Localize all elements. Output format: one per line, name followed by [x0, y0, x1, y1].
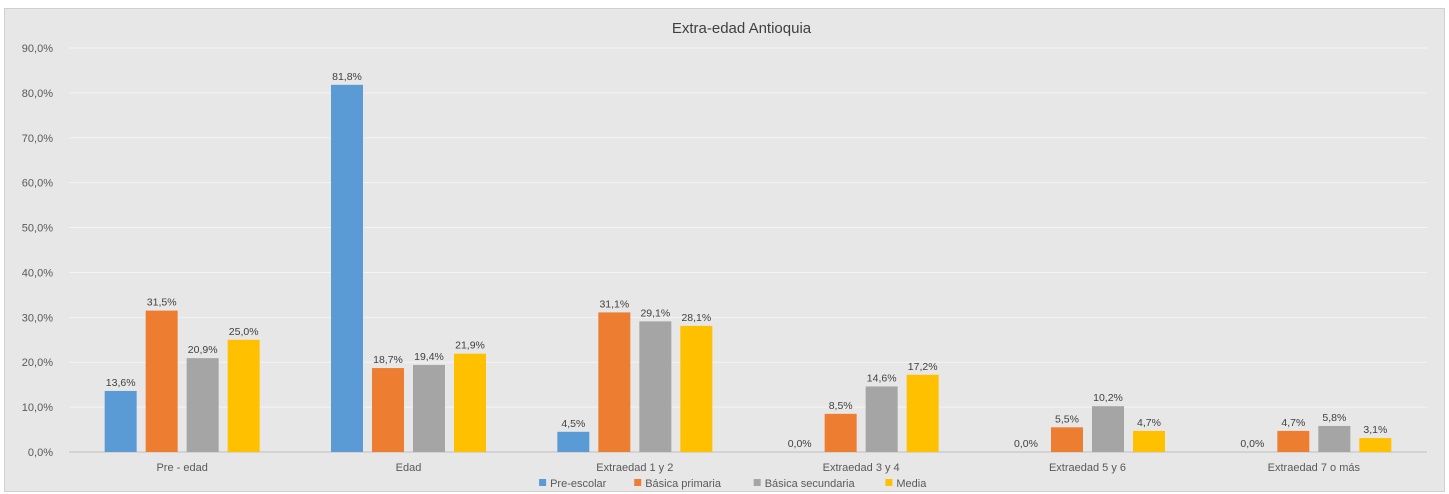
chart-svg: Extra-edad Antioquia 0,0% 10,0% 20,0% 30,0%…: [22, 20, 1427, 490]
x-tick-label: Extraedad 3 y 4: [823, 462, 900, 474]
legend-swatch: [885, 479, 893, 486]
data-label: 25,0%: [229, 326, 259, 338]
bar: [865, 386, 898, 452]
x-tick-label: Pre - edad: [156, 462, 207, 474]
data-label: 0,0%: [1240, 438, 1264, 450]
bar: [680, 325, 713, 452]
data-label: 10,2%: [1093, 392, 1123, 404]
gridlines: [69, 47, 1427, 453]
data-label: 20,9%: [188, 344, 218, 356]
bar: [1133, 430, 1165, 452]
x-axis-category-labels: Pre - edad Edad Extraedad 1 y 2 Extraedad 3…: [156, 462, 1360, 474]
legend-swatch: [753, 479, 761, 486]
y-tick-label: 90,0%: [22, 43, 53, 55]
data-label: 8,5%: [829, 400, 853, 412]
bar: [454, 353, 486, 452]
data-label: 18,7%: [373, 354, 403, 366]
bar: [639, 321, 672, 452]
data-label: 0,0%: [1014, 438, 1038, 450]
y-tick-label: 0,0%: [28, 447, 53, 459]
bars: [104, 84, 1392, 452]
data-label: 4,5%: [561, 418, 585, 430]
legend-label: Media: [896, 478, 927, 490]
x-tick-label: Edad: [396, 462, 422, 474]
y-tick-label: 50,0%: [22, 223, 53, 235]
bar: [906, 374, 939, 452]
bar: [824, 413, 857, 452]
legend-label: Básica secundaria: [765, 478, 856, 490]
legend-swatch: [539, 479, 547, 486]
x-tick-label: Extraedad 1 y 2: [596, 462, 673, 474]
legend-label: Básica primaria: [645, 478, 722, 490]
bar: [227, 339, 260, 452]
bar: [1277, 430, 1310, 452]
data-label: 4,7%: [1137, 417, 1161, 429]
y-tick-label: 20,0%: [22, 357, 53, 369]
chart-area: Extra-edad Antioquia 0,0% 10,0% 20,0% 30,0%…: [4, 8, 1445, 492]
legend-swatch: [634, 479, 642, 486]
data-label: 4,7%: [1281, 417, 1305, 429]
y-tick-label: 40,0%: [22, 267, 53, 279]
data-labels: 13,6% 31,5% 20,9% 25,0% 81,8% 18,7% 19,4% 21,9%…: [106, 71, 1388, 450]
data-label: 0,0%: [788, 438, 812, 450]
data-label: 3,1%: [1363, 424, 1387, 436]
data-label: 14,6%: [867, 372, 897, 384]
bar: [1051, 427, 1083, 452]
bar: [598, 312, 631, 452]
legend-label: Pre-escolar: [550, 478, 607, 490]
bar: [413, 364, 445, 452]
data-label: 81,8%: [332, 71, 362, 83]
x-tick-label: Extraedad 7 o más: [1268, 462, 1361, 474]
data-label: 5,5%: [1055, 413, 1079, 425]
bar: [104, 390, 137, 452]
data-label: 31,1%: [599, 298, 629, 310]
data-label: 29,1%: [640, 307, 670, 319]
y-axis-tick-labels: 0,0% 10,0% 20,0% 30,0% 40,0% 50,0% 60,0% 70,0% 8…: [22, 43, 53, 459]
data-label: 28,1%: [681, 312, 711, 324]
data-label: 19,4%: [414, 351, 444, 363]
bar: [557, 431, 590, 452]
y-tick-label: 80,0%: [22, 88, 53, 100]
bar: [1092, 406, 1124, 452]
y-tick-label: 60,0%: [22, 178, 53, 190]
bar: [186, 358, 219, 452]
chart-title: Extra-edad Antioquia: [672, 20, 812, 37]
data-label: 17,2%: [908, 361, 938, 373]
bar: [331, 84, 363, 452]
data-label: 13,6%: [106, 377, 136, 389]
y-tick-label: 10,0%: [22, 402, 53, 414]
y-tick-label: 30,0%: [22, 312, 53, 324]
data-label: 31,5%: [147, 297, 177, 309]
data-label: 5,8%: [1322, 412, 1346, 424]
bar: [1318, 425, 1351, 452]
legend: Pre-escolar Básica primaria Básica secunda…: [539, 478, 927, 490]
bar: [145, 310, 178, 452]
bar: [372, 368, 404, 452]
y-tick-label: 70,0%: [22, 133, 53, 145]
x-tick-label: Extraedad 5 y 6: [1049, 462, 1126, 474]
bar: [1359, 438, 1392, 452]
data-label: 21,9%: [455, 340, 485, 352]
